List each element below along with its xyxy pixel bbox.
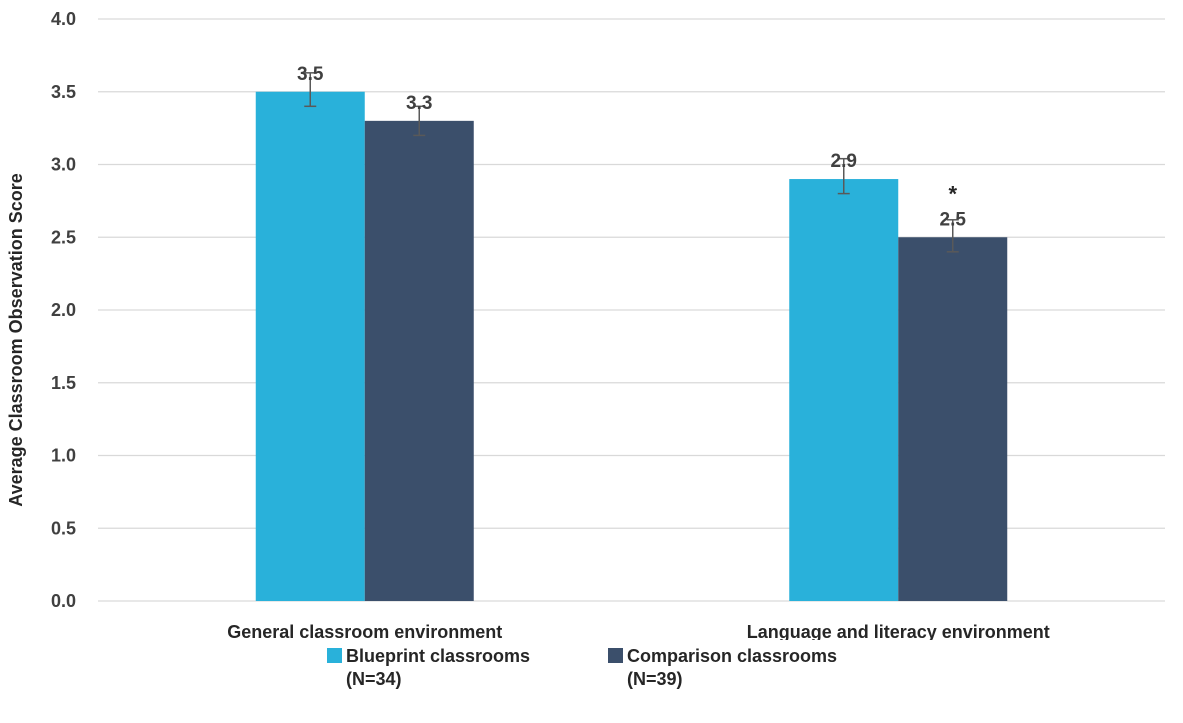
x-category-label: Language and literacy environment	[747, 622, 1050, 640]
annotations: *	[948, 181, 957, 206]
legend-label-comparison-n: (N=39)	[627, 669, 683, 689]
bar	[255, 91, 365, 601]
data-labels: 3.5 3.3 2.9 2.5	[297, 64, 966, 231]
y-tick-label: 0.0	[51, 591, 76, 611]
y-tick-label: 2.0	[51, 300, 76, 320]
y-tick-label: 2.5	[51, 227, 76, 247]
data-label: 3.5	[297, 64, 324, 85]
legend-label-comparison: Comparison classrooms	[627, 646, 838, 666]
bars	[255, 91, 1008, 602]
legend: Blueprint classrooms (N=34) Comparison c…	[0, 645, 1183, 723]
legend-swatch-blueprint	[327, 648, 342, 663]
legend-item-comparison: Comparison classrooms (N=39)	[608, 645, 837, 691]
bar	[898, 237, 1008, 601]
bar	[364, 120, 474, 601]
x-axis-categories: General classroom environment Language an…	[227, 622, 1050, 640]
y-axis-ticks: 0.0 0.5 1.0 1.5 2.0 2.5 3.0 3.5 4.0	[51, 9, 76, 611]
y-tick-label: 1.5	[51, 373, 76, 393]
data-label: 2.9	[831, 151, 857, 172]
error-bars	[304, 72, 959, 253]
data-label: 2.5	[940, 209, 967, 230]
data-label: 3.3	[406, 93, 432, 114]
significance-marker: *	[948, 181, 957, 206]
legend-item-blueprint: Blueprint classrooms (N=34)	[327, 645, 530, 691]
bar	[789, 179, 899, 602]
y-axis-label: Average Classroom Observation Score	[6, 173, 26, 506]
legend-swatch-comparison	[608, 648, 623, 663]
y-tick-label: 3.0	[51, 155, 76, 175]
legend-label-blueprint: Blueprint classrooms	[346, 646, 531, 666]
y-tick-label: 1.0	[51, 446, 76, 466]
bar-chart: 0.0 0.5 1.0 1.5 2.0 2.5 3.0 3.5 4.0 Average Clas…	[6, 9, 1165, 640]
legend-label-blueprint-n: (N=34)	[346, 669, 402, 689]
x-category-label: General classroom environment	[227, 622, 502, 640]
y-tick-label: 3.5	[51, 82, 76, 102]
y-tick-label: 4.0	[51, 9, 76, 29]
y-tick-label: 0.5	[51, 518, 76, 538]
